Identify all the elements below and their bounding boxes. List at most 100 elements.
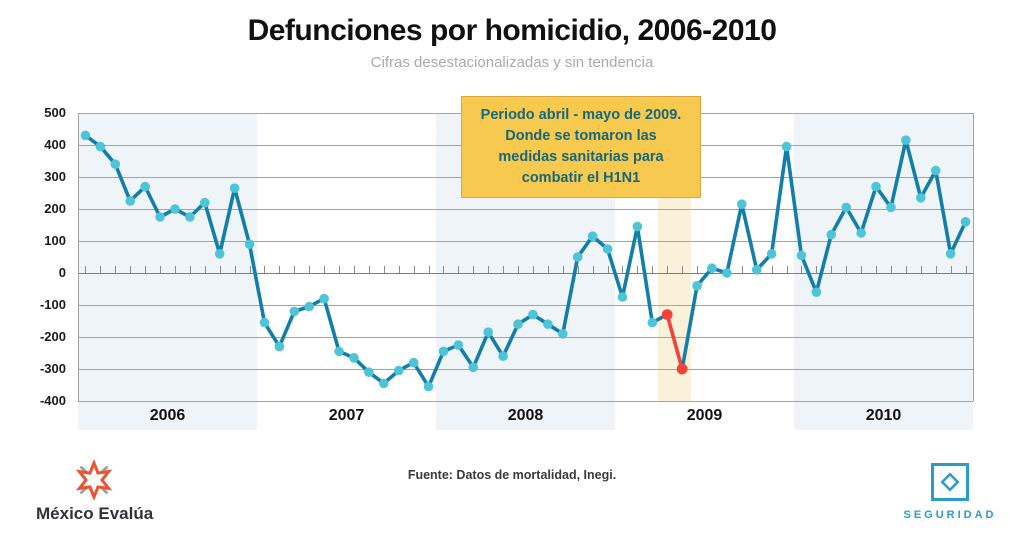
month-tick — [160, 266, 162, 273]
month-tick — [518, 266, 520, 273]
month-tick — [219, 266, 221, 273]
line-segment — [217, 186, 237, 256]
line-segment — [277, 309, 297, 349]
line-segment — [904, 138, 923, 200]
data-point — [856, 228, 866, 238]
brand-name: México Evalúa — [36, 504, 154, 523]
month-tick — [667, 266, 669, 273]
data-point — [378, 378, 389, 389]
data-point — [930, 165, 941, 176]
line-segment — [143, 184, 162, 219]
data-point — [557, 329, 568, 339]
y-axis-label: 0 — [58, 265, 66, 280]
seguridad-diamond-icon — [931, 463, 969, 501]
data-point — [199, 197, 210, 208]
month-tick — [428, 266, 430, 273]
month-tick — [905, 266, 907, 273]
data-point — [95, 141, 106, 152]
data-point-highlighted — [676, 363, 688, 375]
data-point — [915, 193, 926, 203]
line-segment — [202, 200, 222, 256]
data-point — [587, 231, 598, 241]
data-point — [901, 135, 911, 145]
line-segment — [605, 247, 625, 299]
line-segment — [322, 296, 341, 354]
month-tick — [890, 266, 892, 273]
month-tick — [234, 266, 236, 273]
page-subtitle: Cifras desestacionalizadas y sin tendenc… — [370, 54, 654, 71]
line-segment — [635, 224, 655, 325]
data-point — [960, 217, 971, 227]
mexico-evalua-logo: México Evalúa — [36, 460, 176, 524]
month-tick — [532, 266, 534, 273]
month-tick — [85, 266, 87, 273]
data-point — [617, 292, 628, 302]
line-segment — [725, 202, 744, 275]
data-point — [483, 327, 494, 338]
y-axis-label: 500 — [44, 105, 66, 120]
gridline — [78, 240, 973, 242]
annotation-line-3: medidas sanitarias para — [498, 149, 664, 166]
month-tick — [920, 266, 922, 273]
year-band — [257, 113, 436, 430]
data-point — [826, 229, 837, 240]
y-axis-label: -300 — [39, 361, 66, 376]
month-tick — [682, 266, 684, 273]
month-tick — [607, 266, 609, 273]
data-point — [214, 249, 225, 259]
data-point — [185, 212, 195, 222]
data-point — [438, 346, 449, 357]
data-point — [319, 293, 329, 304]
plot-border-right — [973, 113, 974, 401]
data-point — [632, 221, 643, 232]
data-point — [945, 249, 956, 259]
data-point — [468, 362, 479, 373]
line-segment — [501, 322, 520, 359]
month-tick — [950, 266, 952, 273]
gridline — [78, 336, 973, 338]
data-point — [364, 367, 374, 378]
line-segment — [665, 312, 684, 371]
line-segment — [844, 205, 863, 235]
month-tick — [473, 266, 475, 273]
line-segment — [829, 205, 849, 237]
data-point — [408, 357, 419, 368]
month-tick — [204, 266, 206, 273]
y-axis-label: 100 — [44, 233, 66, 248]
annotation-line-4: combatir el H1N1 — [521, 170, 641, 187]
month-tick — [592, 266, 594, 273]
month-tick — [279, 266, 281, 273]
data-point — [244, 239, 255, 249]
month-tick — [443, 266, 445, 273]
line-segment — [814, 232, 834, 295]
gridline — [78, 208, 973, 210]
gridline — [78, 368, 973, 370]
data-point — [304, 301, 315, 312]
mexico-evalua-star-icon — [75, 460, 113, 500]
line-segment — [889, 138, 908, 210]
month-tick — [562, 266, 564, 273]
month-tick — [652, 266, 654, 273]
month-tick — [861, 266, 863, 273]
data-point — [647, 317, 658, 328]
month-tick — [189, 266, 191, 273]
month-tick — [145, 266, 147, 273]
seguridad-badge: SEGURIDAD — [896, 462, 1004, 521]
month-tick — [741, 266, 743, 273]
year-label: 2006 — [149, 407, 186, 424]
data-point — [259, 317, 270, 328]
y-axis-label: 300 — [44, 169, 66, 184]
data-point — [707, 263, 717, 274]
line-segment — [859, 184, 878, 235]
data-point — [393, 365, 404, 376]
data-point — [841, 202, 852, 213]
y-axis-label: 200 — [44, 201, 66, 216]
month-tick — [309, 266, 311, 273]
data-point — [155, 212, 165, 222]
year-label: 2008 — [507, 407, 544, 424]
year-label: 2007 — [328, 407, 365, 424]
line-segment — [933, 168, 953, 256]
data-point — [498, 351, 508, 362]
line-segment — [113, 162, 133, 203]
